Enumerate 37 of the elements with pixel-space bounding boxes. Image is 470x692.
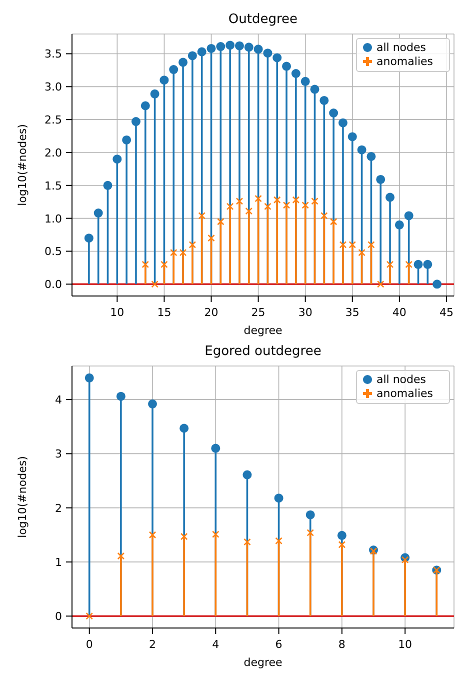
x-tick-label: 25 (251, 306, 266, 319)
y-tick-label: 0.0 (44, 278, 62, 292)
x-tick-label: 35 (345, 306, 360, 319)
legend-label: all nodes (376, 373, 426, 386)
x-tick-label: 0 (86, 638, 93, 651)
x-tick-label: 30 (298, 306, 312, 319)
chart-title: Outdegree (227, 12, 299, 27)
y-tick-label: 1.0 (44, 212, 62, 226)
y-tick-label: 0 (55, 610, 62, 624)
y-tick-label: 1.5 (44, 179, 62, 192)
x-tick-label: 10 (110, 306, 124, 319)
legend-label: anomalies (376, 387, 433, 400)
x-tick-label: 45 (439, 306, 454, 319)
x-axis-title: degree (244, 324, 282, 337)
y-tick-label: 2 (55, 502, 62, 515)
x-tick-label: 10 (398, 638, 412, 651)
y-tick-label: 3 (55, 448, 62, 461)
y-tick-label: 3.0 (44, 80, 62, 94)
y-tick-label: 4 (55, 394, 62, 407)
y-tick-label: 2.5 (44, 114, 62, 127)
y-tick-label: 2.0 (44, 146, 62, 160)
x-tick-label: 4 (212, 638, 220, 651)
x-tick-label: 6 (275, 638, 282, 651)
x-tick-label: 20 (204, 306, 218, 319)
chart-title: Egored outdegree (204, 344, 322, 359)
y-axis-title: log10(#nodes) (16, 124, 29, 206)
y-tick-label: 1 (55, 556, 62, 569)
legend-label: anomalies (376, 55, 433, 68)
x-axis-title: degree (244, 656, 282, 669)
x-tick-label: 8 (338, 638, 346, 651)
legend-label: all nodes (376, 41, 426, 54)
y-tick-label: 0.5 (44, 245, 62, 258)
x-tick-label: 15 (157, 306, 172, 319)
x-tick-label: 2 (149, 638, 156, 651)
x-tick-label: 40 (392, 306, 406, 319)
y-axis-title: log10(#nodes) (16, 456, 29, 538)
y-tick-label: 3.5 (44, 48, 62, 61)
